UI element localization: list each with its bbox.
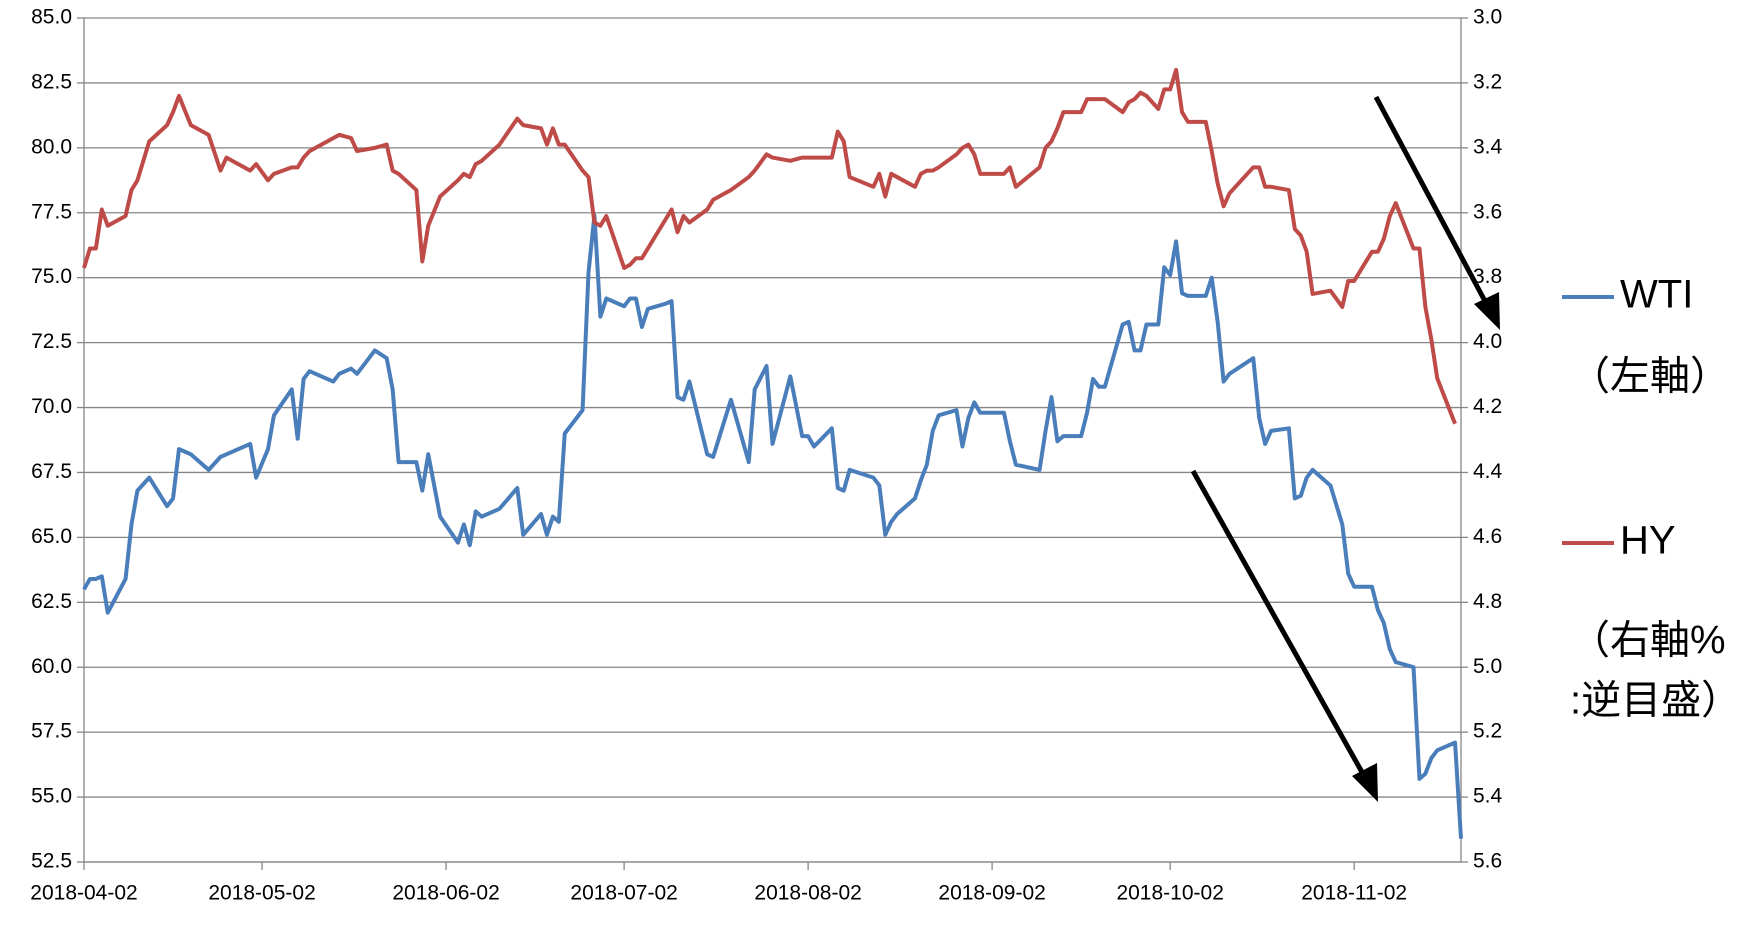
series-line bbox=[82, 213, 1463, 839]
y-tick-label: 70.0 bbox=[31, 395, 72, 418]
legend-note: :逆目盛） bbox=[1570, 679, 1741, 723]
x-tick-label: 2018-08-02 bbox=[754, 882, 861, 905]
x-tick-label: 2018-04-02 bbox=[30, 882, 137, 905]
y2-tick-label: 3.4 bbox=[1473, 135, 1503, 158]
x-tick-label: 2018-11-02 bbox=[1301, 882, 1407, 905]
y2-tick-label: 3.0 bbox=[1473, 6, 1502, 29]
arrow-head bbox=[1352, 763, 1378, 802]
y2-tick-label: 4.2 bbox=[1473, 395, 1502, 418]
x-tick-label: 2018-10-02 bbox=[1116, 882, 1223, 905]
series-line bbox=[82, 67, 1457, 425]
x-tick-label: 2018-06-02 bbox=[392, 882, 499, 905]
arrow-head bbox=[1474, 292, 1500, 330]
y-tick-label: 82.5 bbox=[31, 70, 72, 93]
x-tick-label: 2018-05-02 bbox=[208, 882, 315, 905]
y-tick-label: 60.0 bbox=[31, 655, 72, 678]
plot-area: 52.5 55.0 57.5 60.0 62.5 65.0 67.5 70.0 72.5 75.0… bbox=[30, 6, 1502, 905]
legend-label: WTI bbox=[1620, 273, 1693, 317]
y-tick-label: 65.0 bbox=[31, 525, 72, 548]
y2-tick-label: 3.2 bbox=[1473, 70, 1502, 93]
y-tick-label: 85.0 bbox=[31, 6, 72, 29]
y2-tick-label: 5.2 bbox=[1473, 720, 1502, 743]
x-tick-label: 2018-07-02 bbox=[570, 882, 677, 905]
y-tick-label: 57.5 bbox=[31, 720, 72, 743]
y-tick-label: 55.0 bbox=[31, 785, 72, 808]
y2-tick-label: 3.6 bbox=[1473, 200, 1502, 223]
y-tick-label: 80.0 bbox=[31, 135, 72, 158]
y2-tick-label: 4.4 bbox=[1473, 460, 1503, 483]
y2-tick-label: 4.8 bbox=[1473, 590, 1502, 613]
legend-label: HY bbox=[1620, 519, 1676, 563]
y-tick-label: 52.5 bbox=[31, 850, 72, 873]
y-tick-label: 75.0 bbox=[31, 265, 72, 288]
annotation-arrow bbox=[1190, 469, 1375, 792]
legend-note: （左軸） bbox=[1570, 355, 1730, 399]
y-tick-label: 62.5 bbox=[31, 590, 72, 613]
y2-tick-label: 4.0 bbox=[1473, 330, 1502, 353]
y2-tick-label: 4.6 bbox=[1473, 525, 1502, 548]
y2-tick-label: 5.4 bbox=[1473, 785, 1503, 808]
y-tick-label: 67.5 bbox=[31, 460, 72, 483]
legend-note: （右軸% bbox=[1570, 619, 1726, 663]
y-tick-label: 77.5 bbox=[31, 200, 72, 223]
y-tick-label: 72.5 bbox=[31, 330, 72, 353]
y2-tick-label: 3.8 bbox=[1473, 265, 1502, 288]
y2-tick-label: 5.6 bbox=[1473, 850, 1502, 873]
x-tick-label: 2018-09-02 bbox=[938, 882, 1045, 905]
annotation-arrow bbox=[1373, 95, 1497, 320]
y2-tick-label: 5.0 bbox=[1473, 655, 1502, 678]
